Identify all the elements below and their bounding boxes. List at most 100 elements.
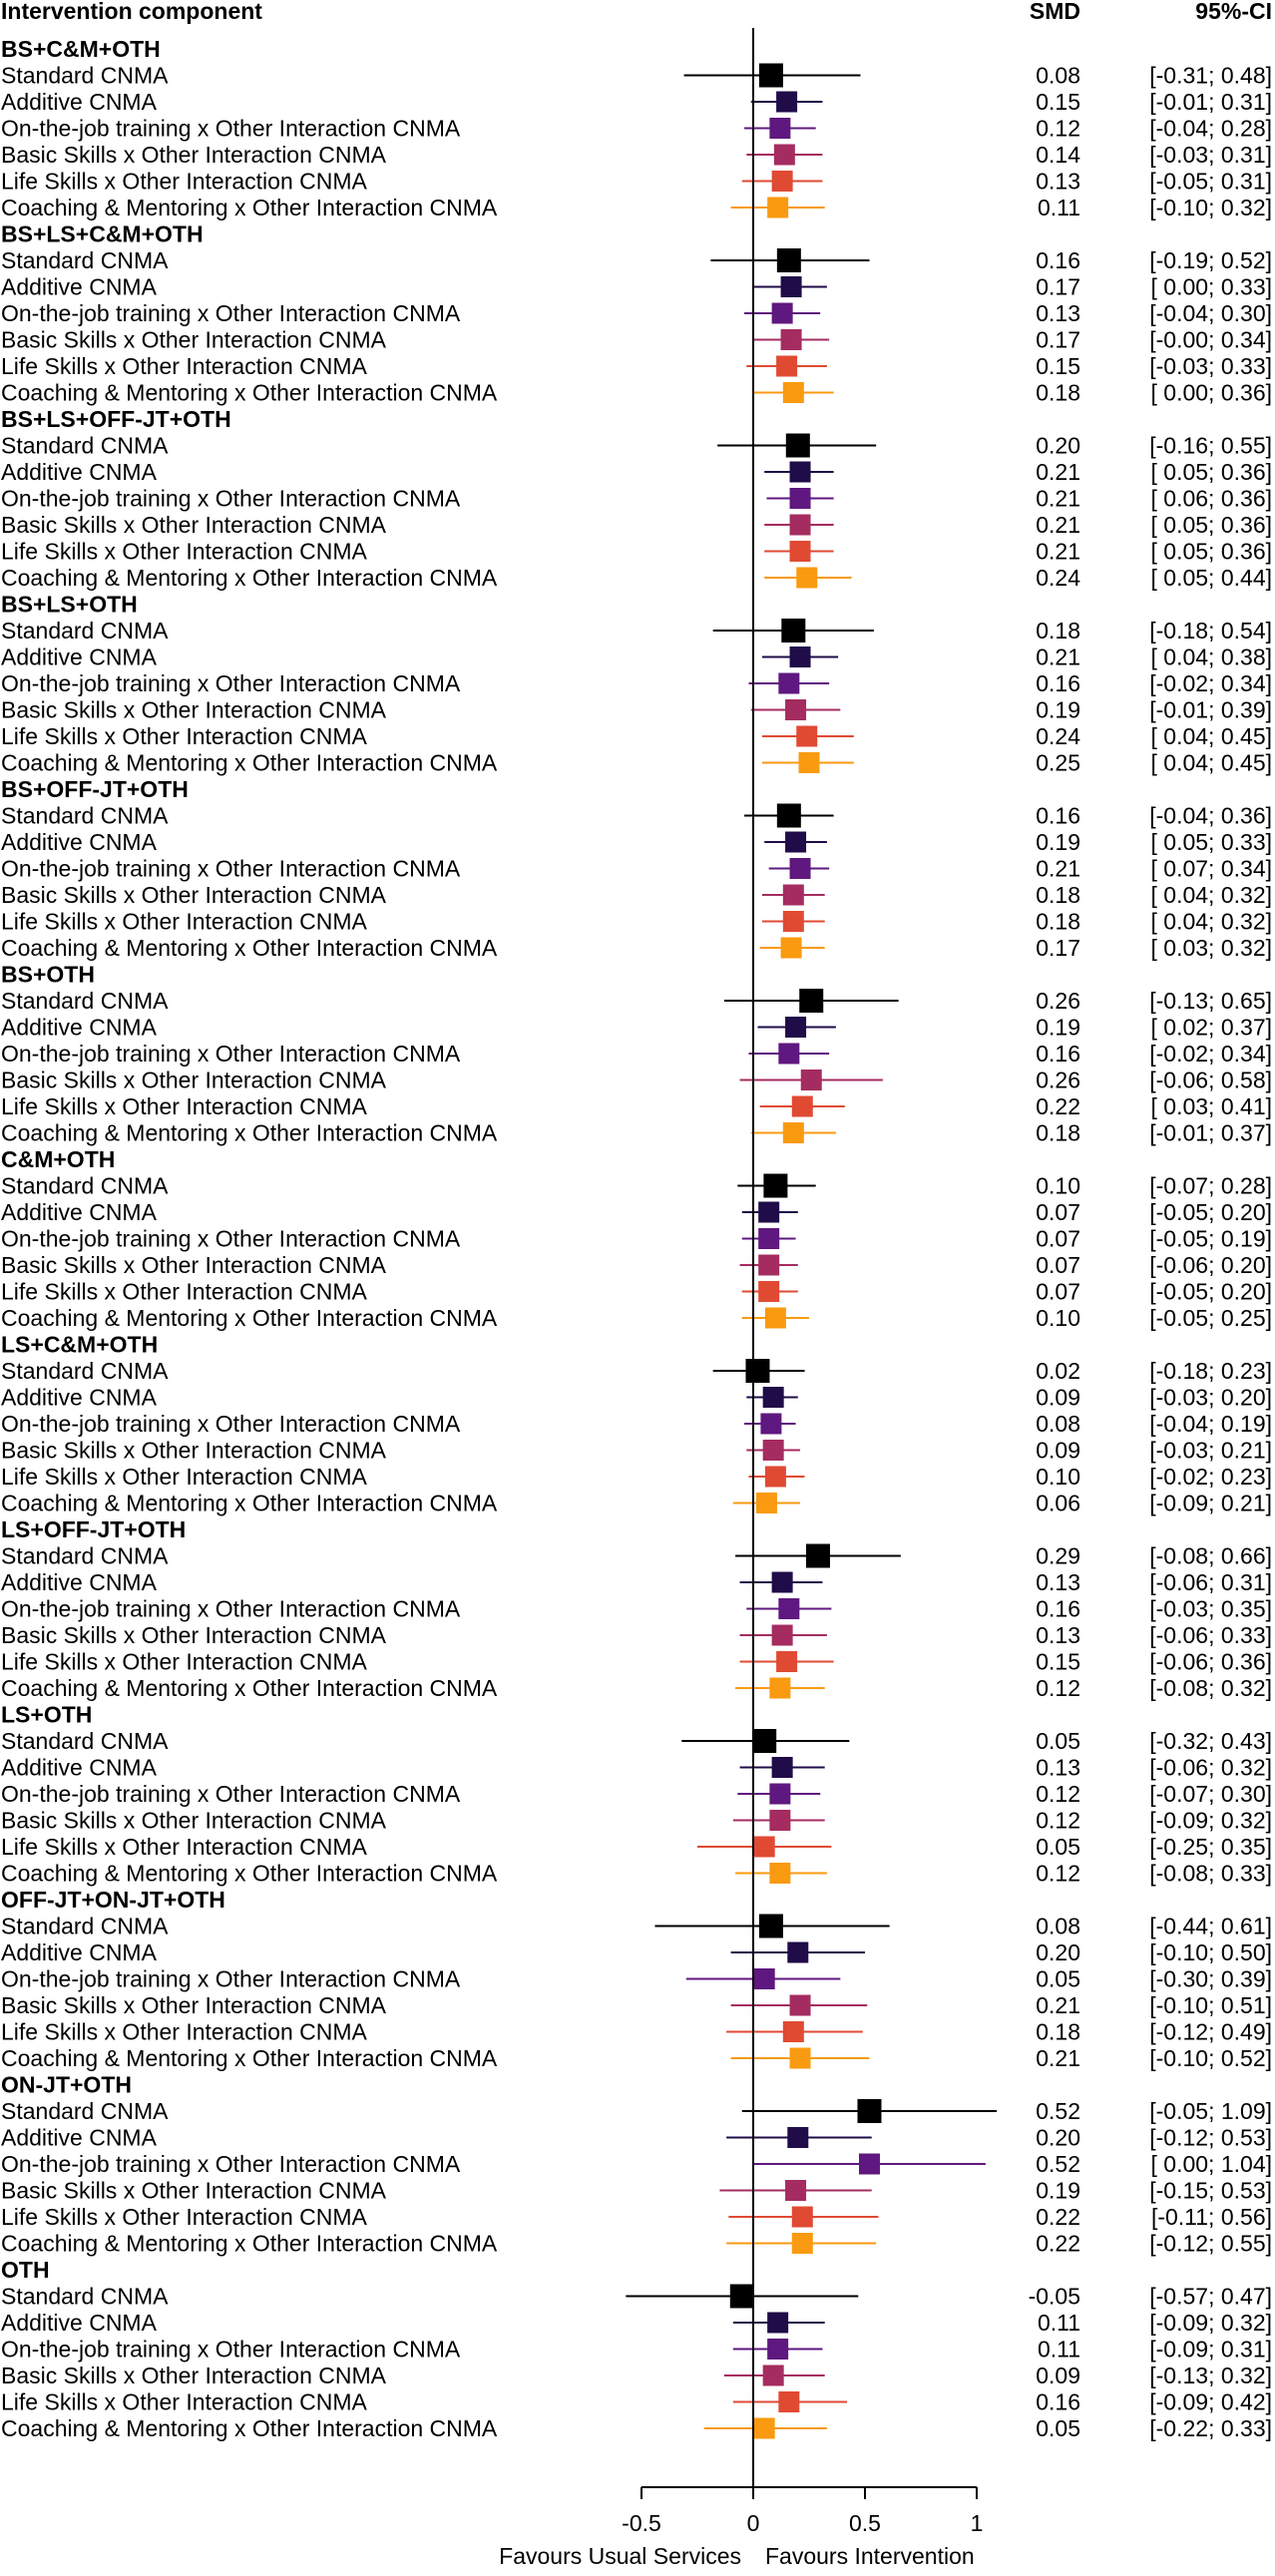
row-method-label: Life Skills x Other Interaction CNMA (1, 909, 368, 935)
estimate-box (780, 329, 802, 350)
ci-value: [ 0.05; 0.36] (1151, 512, 1272, 538)
ci-value: [ 0.05; 0.33] (1151, 829, 1272, 855)
smd-value: 0.29 (1036, 1543, 1080, 1569)
smd-value: 0.18 (1036, 1120, 1080, 1146)
estimate-box (755, 1493, 777, 1513)
smd-value: 0.08 (1036, 1914, 1080, 1939)
ci-value: [-0.31; 0.48] (1149, 63, 1272, 89)
smd-value: 0.21 (1036, 2045, 1080, 2071)
ci-value: [-0.04; 0.19] (1149, 1411, 1272, 1437)
row-method-label: Additive CNMA (1, 1755, 158, 1781)
row-method-label: Life Skills x Other Interaction CNMA (1, 2019, 368, 2045)
ci-value: [-0.06; 0.20] (1149, 1252, 1272, 1278)
estimate-box (782, 1122, 804, 1143)
ci-value: [-0.57; 0.47] (1149, 2284, 1272, 2310)
estimate-box (799, 989, 824, 1013)
row-method-label: Standard CNMA (1, 988, 169, 1014)
header-ci-label: 95%-CI (1195, 0, 1272, 24)
smd-value: 0.05 (1036, 2415, 1080, 2441)
estimate-box (771, 1571, 793, 1593)
ci-value: [-0.03; 0.20] (1149, 1385, 1272, 1411)
estimate-box (780, 937, 802, 959)
estimate-box (764, 1466, 786, 1488)
estimate-box (776, 91, 798, 113)
estimate-box (753, 1968, 775, 1989)
smd-value: 0.21 (1036, 512, 1080, 538)
smd-value: 0.24 (1036, 723, 1080, 749)
smd-value: 0.24 (1036, 565, 1080, 591)
estimate-box (758, 1914, 783, 1938)
smd-value: 0.13 (1036, 1569, 1080, 1595)
row-method-label: Additive CNMA (1, 2125, 158, 2151)
estimate-box (762, 1440, 784, 1461)
ci-value: [-0.16; 0.55] (1149, 433, 1272, 459)
group-title: LS+OTH (1, 1702, 92, 1728)
row-method-label: On-the-job training x Other Interaction … (1, 116, 461, 142)
estimate-box (771, 1757, 793, 1778)
row-method-label: Coaching & Mentoring x Other Interaction… (1, 1305, 498, 1331)
row-method-label: Standard CNMA (1, 803, 169, 829)
row-method-label: On-the-job training x Other Interaction … (1, 1966, 461, 1992)
ci-value: [-0.06; 0.32] (1149, 1755, 1272, 1781)
ci-value: [ 0.04; 0.38] (1151, 644, 1272, 670)
row-method-label: Coaching & Mentoring x Other Interaction… (1, 2231, 498, 2257)
estimate-box (782, 911, 804, 932)
smd-value: 0.09 (1036, 1438, 1080, 1464)
row-method-label: Basic Skills x Other Interaction CNMA (1, 1252, 387, 1278)
row-method-label: Life Skills x Other Interaction CNMA (1, 1093, 368, 1119)
ci-value: [-0.01; 0.31] (1149, 89, 1272, 115)
group-title: BS+LS+C&M+OTH (1, 221, 204, 247)
row-method-label: Life Skills x Other Interaction CNMA (1, 2389, 368, 2415)
smd-value: 0.18 (1036, 380, 1080, 406)
x-axis-label-left: Favours Usual Services (499, 2543, 741, 2569)
row-method-label: Coaching & Mentoring x Other Interaction… (1, 1861, 498, 1887)
group-title: OTH (1, 2257, 50, 2283)
ci-value: [ 0.04; 0.45] (1151, 723, 1272, 749)
smd-value: 0.10 (1036, 1464, 1080, 1490)
estimate-box (785, 2180, 807, 2201)
estimate-box (769, 1810, 791, 1831)
ci-value: [-0.06; 0.58] (1149, 1068, 1272, 1093)
estimate-box (758, 1228, 780, 1249)
smd-value: 0.16 (1036, 803, 1080, 829)
ci-value: [-0.09; 0.32] (1149, 1808, 1272, 1834)
smd-value: 0.18 (1036, 618, 1080, 644)
row-method-label: Coaching & Mentoring x Other Interaction… (1, 1675, 498, 1701)
smd-value: 0.26 (1036, 988, 1080, 1014)
smd-value: 0.13 (1036, 1755, 1080, 1781)
ci-value: [-0.12; 0.53] (1149, 2125, 1272, 2151)
row-method-label: Coaching & Mentoring x Other Interaction… (1, 1120, 498, 1146)
row-method-label: Standard CNMA (1, 1173, 169, 1199)
row-method-label: Life Skills x Other Interaction CNMA (1, 1649, 368, 1675)
ci-value: [-0.18; 0.23] (1149, 1358, 1272, 1384)
smd-value: 0.15 (1036, 353, 1080, 379)
smd-value: 0.16 (1036, 1041, 1080, 1067)
row-method-label: Basic Skills x Other Interaction CNMA (1, 2362, 387, 2388)
smd-value: -0.05 (1029, 2284, 1080, 2310)
ci-value: [ 0.05; 0.44] (1151, 565, 1272, 591)
row-method-label: Standard CNMA (1, 1543, 169, 1569)
ci-value: [-0.05; 1.09] (1149, 2098, 1272, 2124)
row-method-label: Standard CNMA (1, 1728, 169, 1754)
estimate-box (789, 858, 811, 879)
x-axis-tick-label: 0.5 (849, 2510, 881, 2536)
ci-value: [-0.05; 0.20] (1149, 1199, 1272, 1225)
smd-value: 0.26 (1036, 1068, 1080, 1093)
estimate-box (780, 276, 802, 297)
estimate-box (778, 672, 800, 694)
estimate-box (764, 1307, 786, 1329)
estimate-box (789, 514, 811, 536)
smd-value: 0.10 (1036, 1305, 1080, 1331)
smd-value: 0.18 (1036, 882, 1080, 908)
estimate-box (782, 382, 804, 403)
estimate-box (791, 1095, 813, 1117)
ci-value: [-0.05; 0.20] (1149, 1279, 1272, 1305)
estimate-box (857, 2099, 882, 2123)
ci-value: [-0.22; 0.33] (1149, 2415, 1272, 2441)
x-axis-tick-label: 0 (747, 2510, 760, 2536)
row-method-label: Standard CNMA (1, 618, 169, 644)
estimate-box (762, 2364, 784, 2386)
ci-value: [-0.08; 0.66] (1149, 1543, 1272, 1569)
estimate-box (758, 63, 783, 88)
estimate-box (763, 1173, 788, 1198)
